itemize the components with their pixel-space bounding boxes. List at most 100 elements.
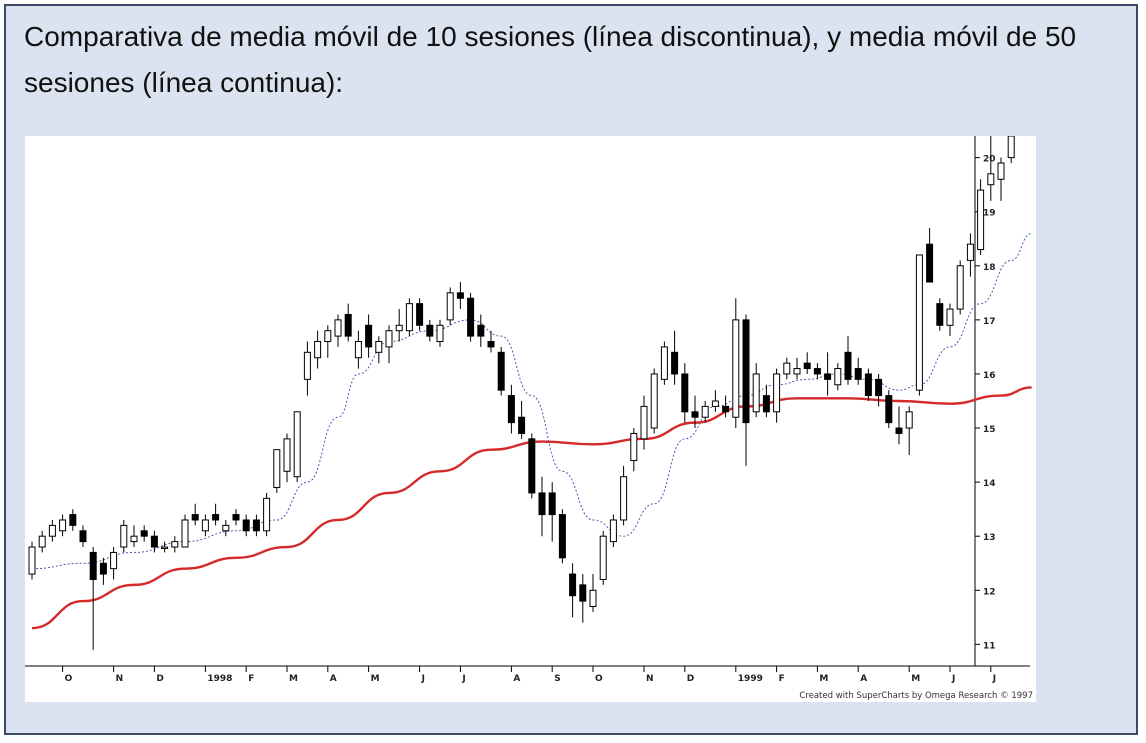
candle-body-up <box>324 330 332 343</box>
candle-body-up <box>334 319 342 337</box>
candle <box>283 433 291 483</box>
candle-body-down <box>926 243 934 283</box>
candle <box>589 574 597 612</box>
candle-body-up <box>273 449 281 489</box>
candle-body-down <box>242 519 250 532</box>
x-tick-label: A <box>330 674 337 684</box>
candle-body-up <box>395 324 403 332</box>
candle <box>650 368 658 434</box>
candle <box>140 525 148 542</box>
candle <box>875 373 883 407</box>
candle-body-up <box>966 243 974 261</box>
x-tick-label: M <box>819 674 828 684</box>
candle-body-down <box>477 324 485 337</box>
candle <box>38 530 46 553</box>
candle <box>732 298 740 429</box>
candle <box>956 260 964 315</box>
x-tick-label: J <box>421 674 425 684</box>
candle <box>99 557 107 585</box>
x-tick-label: D <box>687 674 694 684</box>
candle-body-up <box>303 351 311 380</box>
candle <box>518 401 526 439</box>
candle <box>722 395 730 418</box>
candle <box>28 541 36 580</box>
candle <box>803 352 811 374</box>
candle <box>854 357 862 385</box>
candle <box>681 363 689 423</box>
candle <box>69 509 77 531</box>
candle-body-down <box>671 351 679 375</box>
candle-body-down <box>528 438 536 494</box>
candle <box>915 254 923 396</box>
candle-body-down <box>548 492 556 516</box>
candle-body-down <box>99 562 107 575</box>
candle <box>436 319 444 347</box>
candle-body-up <box>283 438 291 472</box>
candle <box>212 503 220 526</box>
candle-body-up <box>130 535 138 543</box>
candle-body-up <box>660 346 668 380</box>
x-tick-label: F <box>248 674 254 684</box>
candle <box>558 509 566 564</box>
candle <box>110 547 118 580</box>
y-tick-label: 15 <box>983 425 996 435</box>
candle-body-up <box>732 319 740 418</box>
slide-frame: Comparativa de media móvil de 10 sesione… <box>4 4 1138 735</box>
candle <box>59 514 67 537</box>
x-tick-label: A <box>513 674 520 684</box>
candle-body-down <box>89 551 97 580</box>
candle-body-up <box>773 373 781 413</box>
candle <box>844 336 852 385</box>
x-tick-label: J <box>461 674 465 684</box>
candle-body-up <box>599 535 607 580</box>
candle-body-up <box>956 265 964 310</box>
candle-body-up <box>38 535 46 548</box>
candle-body-down <box>416 303 424 326</box>
candle <box>987 136 995 201</box>
candle-body-down <box>936 303 944 326</box>
candle <box>528 433 536 499</box>
candle-body-down <box>579 584 587 602</box>
candle <box>742 314 750 466</box>
candle <box>783 357 791 380</box>
candle-body-down <box>365 324 373 348</box>
candle <box>824 352 832 396</box>
candle-body-down <box>569 573 577 597</box>
candle-body-down <box>518 416 526 434</box>
candle-body-up <box>640 405 648 440</box>
candle <box>864 368 872 401</box>
candle-body-up <box>181 519 189 548</box>
candle <box>701 401 709 423</box>
x-tick-label: 1998 <box>207 674 232 684</box>
candle <box>936 298 944 331</box>
candle-body-up <box>977 189 985 251</box>
candle-body-down <box>212 514 220 521</box>
candle <box>609 514 617 548</box>
candle <box>885 390 893 429</box>
candle <box>895 406 903 445</box>
x-tick-label: M <box>911 674 920 684</box>
candle-body-down <box>191 514 199 521</box>
candle-body-up <box>630 432 638 461</box>
candle <box>538 476 546 537</box>
candle-body-up <box>915 254 923 391</box>
ma50-line <box>31 386 1032 630</box>
candle-body-down <box>467 297 475 337</box>
candle-body-down <box>558 514 566 559</box>
candle-body-up <box>110 551 118 570</box>
x-tick-label: O <box>595 674 603 684</box>
candle-body-up <box>446 292 454 321</box>
chart-svg: 11 12 13 14 15 16 17 18 19 20 O N D 1998 F M A M J J A S O N D 19… <box>25 136 1033 701</box>
candle-body-down <box>803 362 811 370</box>
candle <box>691 395 699 429</box>
candle-body-up <box>1007 136 1015 159</box>
candle-body-down <box>824 373 832 380</box>
candle-body-down <box>813 368 821 375</box>
candle <box>273 449 281 493</box>
x-tick-label: N <box>646 674 654 684</box>
ma10-line <box>31 232 1032 570</box>
candle-body-down <box>69 514 77 526</box>
x-tick-label: J <box>951 674 955 684</box>
candle-body-down <box>140 530 148 537</box>
candle <box>324 325 332 358</box>
